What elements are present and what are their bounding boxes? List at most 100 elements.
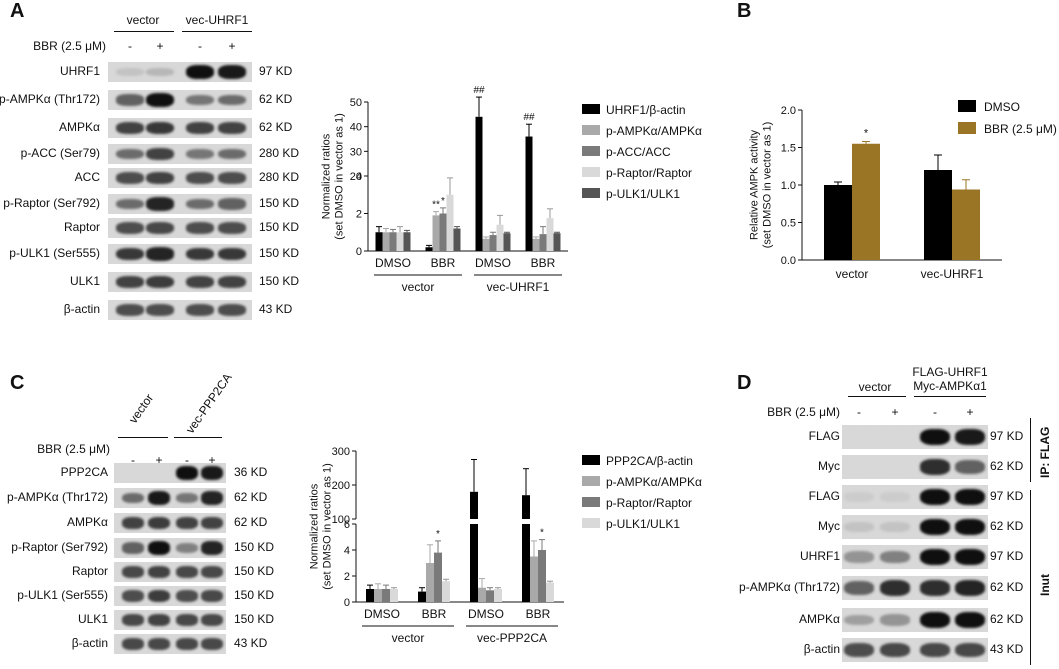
x-tick-label: BBR [431, 256, 456, 270]
blot-row-label: Raptor [71, 564, 108, 578]
ip-bracket [1030, 418, 1031, 482]
y-tick-label: 6 [344, 519, 350, 531]
blot-size-label: 43 KD [259, 302, 293, 316]
x-tick-label: vec-UHRF1 [921, 267, 984, 281]
bar [546, 582, 554, 602]
group-label-vector: vector [126, 13, 160, 27]
blot-band [148, 541, 170, 555]
blot-size-label: 150 KD [259, 196, 300, 210]
blot-band [955, 642, 985, 658]
x-tick-label: DMSO [475, 256, 511, 270]
blot-band [148, 589, 170, 603]
treatment-sign: + [891, 405, 899, 419]
blot-band [920, 611, 950, 629]
blot-size-label: 150 KD [234, 612, 275, 626]
blot-band [122, 637, 144, 650]
bar [478, 587, 486, 602]
bar [530, 556, 538, 602]
bar [532, 238, 540, 251]
y-axis-label-line: (set DMSO in vector as 1) [322, 463, 334, 590]
blot-strip [108, 90, 252, 110]
panel-label-a: A [10, 0, 25, 22]
blot-row-label: Myc [818, 459, 840, 473]
bar [525, 176, 533, 251]
bar [366, 589, 374, 602]
bar [482, 238, 490, 251]
treatment-label: BBR (2.5 μM) [767, 405, 840, 419]
blot-band [844, 581, 874, 595]
group-underline [848, 396, 906, 397]
blot-row-label: UHRF1 [59, 64, 100, 78]
legend-label: BBR (2.5 μM) [984, 122, 1057, 136]
group-label-vec-uhrf1: vec-UHRF1 [185, 13, 249, 27]
bar [470, 524, 478, 602]
y-tick-label: 0 [356, 246, 362, 258]
blot-strip [108, 118, 252, 138]
y-tick-label: 1.5 [781, 143, 796, 155]
blot-row-label: β-actin [63, 302, 100, 316]
blot-band [218, 65, 246, 79]
blot-band [186, 304, 214, 316]
blot-band [146, 147, 174, 161]
blot-row-label: p-AMPKα (Thr172) [739, 580, 840, 594]
treatment-sign: + [228, 39, 236, 53]
blot-band [116, 94, 144, 106]
y-axis-label-line: (set DMSO in vector as 1) [334, 113, 346, 240]
blot-band [201, 613, 223, 626]
blot-band [844, 432, 874, 442]
significance-mark: * [441, 196, 445, 207]
legend-label: p-ACC/ACC [606, 145, 671, 159]
bar [418, 591, 426, 602]
blot-band [116, 68, 144, 76]
legend-label: p-AMPKα/AMPKα [606, 475, 702, 489]
y-tick-label: 50 [350, 97, 362, 109]
treatment-sign: - [131, 453, 135, 467]
blot-band [844, 522, 874, 532]
blot-band [955, 518, 985, 536]
blot-size-label: 62 KD [990, 580, 1024, 594]
blot-strip [114, 488, 226, 508]
y-tick-label: 2 [344, 571, 350, 583]
y-tick-label: 4 [344, 545, 350, 557]
bar [852, 143, 880, 260]
y-tick-label: 100 [332, 514, 350, 526]
bar [553, 233, 561, 251]
x-tick-label: vector [836, 267, 869, 281]
legend-label: p-ULK1/ULK1 [606, 517, 680, 531]
blot-band [955, 488, 985, 506]
significance-mark: * [540, 528, 544, 539]
panel-label-d: D [737, 372, 752, 394]
blot-band [176, 613, 198, 626]
blot-band [146, 247, 174, 261]
blot-size-label: 43 KD [990, 642, 1024, 656]
blot-band [122, 565, 144, 578]
blot-row-label: ULK1 [69, 274, 100, 288]
blot-band [116, 275, 144, 289]
blot-band [218, 172, 246, 184]
blot-size-label: 62 KD [990, 519, 1024, 533]
blot-band [955, 548, 985, 566]
blot-band [880, 522, 910, 532]
blot-band [146, 121, 174, 135]
y-tick-label: 0 [344, 597, 350, 609]
group-label-myc-ampka1: Myc-AMPKα1 [913, 379, 987, 393]
blot-band [148, 613, 170, 627]
bar [375, 232, 383, 251]
blot-band [146, 275, 174, 289]
blot-band [844, 642, 874, 658]
legend-swatch [582, 455, 600, 465]
bar [546, 218, 554, 251]
blot-row-label: ULK1 [77, 612, 108, 626]
blot-band [146, 304, 174, 316]
blot-band [186, 222, 214, 234]
y-axis-label: Normalized ratios (set DMSO in vector as … [321, 113, 346, 240]
blot-size-label: 62 KD [990, 612, 1024, 626]
blot-size-label: 36 KD [234, 465, 268, 479]
group-label: vector [402, 280, 435, 294]
blot-band [218, 121, 246, 135]
legend-swatch [582, 167, 600, 177]
x-tick-label: DMSO [468, 607, 504, 621]
blot-band [116, 121, 144, 135]
blot-band [176, 565, 198, 578]
blot-band [218, 275, 246, 289]
